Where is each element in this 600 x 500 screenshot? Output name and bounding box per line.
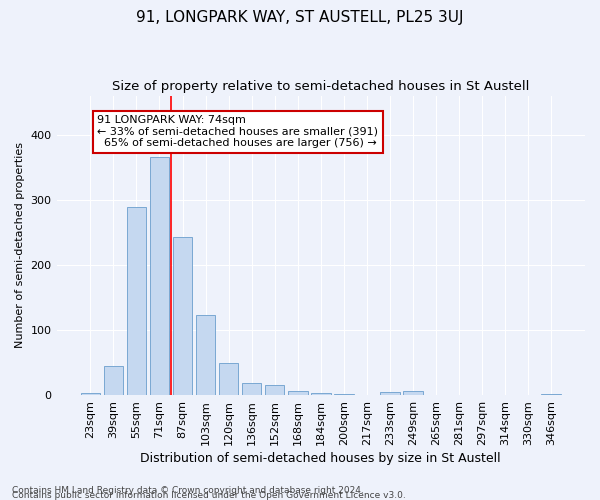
Bar bbox=[288, 390, 308, 395]
Bar bbox=[196, 315, 215, 395]
Bar bbox=[403, 391, 423, 395]
Text: 91, LONGPARK WAY, ST AUSTELL, PL25 3UJ: 91, LONGPARK WAY, ST AUSTELL, PL25 3UJ bbox=[136, 10, 464, 25]
Bar bbox=[80, 393, 100, 395]
Bar bbox=[380, 392, 400, 395]
Text: Contains public sector information licensed under the Open Government Licence v3: Contains public sector information licen… bbox=[12, 491, 406, 500]
Bar bbox=[311, 393, 331, 395]
Bar bbox=[334, 394, 353, 395]
X-axis label: Distribution of semi-detached houses by size in St Austell: Distribution of semi-detached houses by … bbox=[140, 452, 501, 465]
Bar bbox=[104, 366, 123, 395]
Bar bbox=[242, 382, 262, 395]
Bar bbox=[127, 207, 146, 395]
Bar bbox=[149, 158, 169, 395]
Bar bbox=[219, 362, 238, 395]
Text: Contains HM Land Registry data © Crown copyright and database right 2024.: Contains HM Land Registry data © Crown c… bbox=[12, 486, 364, 495]
Bar bbox=[265, 386, 284, 395]
Text: 91 LONGPARK WAY: 74sqm
← 33% of semi-detached houses are smaller (391)
  65% of : 91 LONGPARK WAY: 74sqm ← 33% of semi-det… bbox=[97, 115, 378, 148]
Bar bbox=[173, 238, 193, 395]
Y-axis label: Number of semi-detached properties: Number of semi-detached properties bbox=[15, 142, 25, 348]
Title: Size of property relative to semi-detached houses in St Austell: Size of property relative to semi-detach… bbox=[112, 80, 529, 93]
Bar bbox=[541, 394, 561, 395]
